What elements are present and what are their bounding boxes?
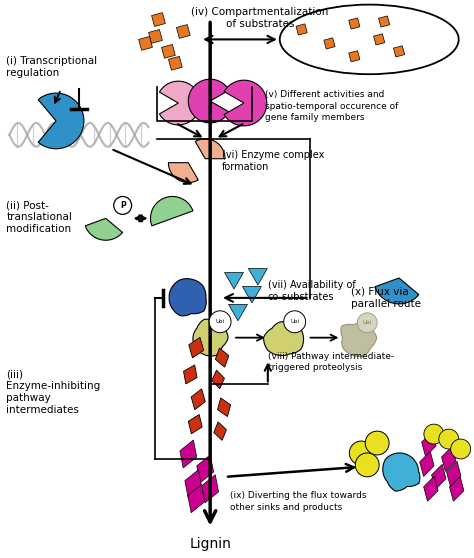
Text: gene family members: gene family members [265, 113, 365, 122]
Polygon shape [228, 304, 247, 321]
Polygon shape [379, 16, 390, 27]
Polygon shape [38, 93, 84, 149]
Text: (x) Flux via: (x) Flux via [351, 287, 409, 297]
Text: (i) Transcriptional: (i) Transcriptional [6, 56, 98, 66]
Text: (ii) Post-: (ii) Post- [6, 200, 49, 210]
Polygon shape [188, 415, 202, 434]
Polygon shape [215, 348, 229, 367]
Polygon shape [349, 51, 360, 62]
Polygon shape [176, 25, 190, 39]
Polygon shape [189, 338, 204, 358]
Circle shape [451, 439, 471, 459]
Polygon shape [225, 272, 244, 289]
Polygon shape [85, 218, 122, 240]
Polygon shape [169, 278, 206, 316]
Circle shape [209, 311, 231, 333]
Polygon shape [383, 453, 420, 491]
Polygon shape [202, 475, 219, 503]
Text: (v) Different activities and: (v) Different activities and [265, 90, 384, 99]
Circle shape [356, 453, 379, 477]
Polygon shape [419, 451, 434, 477]
Text: intermediates: intermediates [6, 405, 79, 415]
Circle shape [439, 429, 459, 449]
Polygon shape [374, 34, 385, 45]
Polygon shape [152, 13, 165, 26]
Polygon shape [393, 46, 405, 57]
Polygon shape [188, 79, 229, 123]
Polygon shape [324, 38, 335, 49]
Polygon shape [224, 80, 267, 126]
Polygon shape [168, 163, 198, 182]
Circle shape [114, 196, 132, 214]
Polygon shape [162, 45, 175, 58]
Polygon shape [168, 56, 182, 70]
Polygon shape [264, 322, 303, 355]
Text: (viii) Pathway intermediate-: (viii) Pathway intermediate- [268, 352, 394, 361]
Text: translational: translational [6, 213, 72, 223]
Polygon shape [242, 286, 261, 303]
Text: (iv) Compartmentalization: (iv) Compartmentalization [191, 7, 328, 17]
Text: Ubi: Ubi [363, 320, 372, 325]
Polygon shape [248, 268, 267, 285]
Polygon shape [159, 81, 200, 125]
Text: Ubi: Ubi [216, 319, 225, 324]
Text: modification: modification [6, 224, 72, 234]
Polygon shape [188, 485, 205, 513]
Polygon shape [375, 278, 419, 304]
Polygon shape [151, 196, 193, 226]
Polygon shape [214, 422, 227, 440]
Text: of substrates: of substrates [226, 18, 294, 28]
Text: spatio-temporal occurence of: spatio-temporal occurence of [265, 102, 398, 110]
Polygon shape [449, 477, 464, 501]
Polygon shape [447, 461, 461, 487]
Polygon shape [139, 36, 153, 50]
Polygon shape [432, 464, 446, 489]
Text: regulation: regulation [6, 68, 60, 78]
Polygon shape [349, 18, 360, 29]
Text: formation: formation [222, 162, 269, 172]
Polygon shape [193, 319, 228, 356]
Text: P: P [120, 201, 126, 210]
Text: Enzyme-inhibiting: Enzyme-inhibiting [6, 381, 100, 391]
Polygon shape [183, 365, 197, 384]
Polygon shape [148, 30, 163, 44]
Polygon shape [296, 24, 307, 35]
Polygon shape [422, 431, 436, 456]
Text: co-substrates: co-substrates [268, 292, 334, 302]
Text: (iii): (iii) [6, 369, 23, 379]
Circle shape [284, 311, 306, 333]
Text: parallel route: parallel route [351, 299, 421, 309]
Polygon shape [180, 440, 197, 468]
Text: (vii) Availability of: (vii) Availability of [268, 280, 356, 290]
Polygon shape [424, 477, 438, 501]
Text: (ix) Diverting the flux towards: (ix) Diverting the flux towards [230, 491, 366, 500]
Polygon shape [195, 139, 225, 158]
Circle shape [365, 431, 389, 455]
Text: pathway: pathway [6, 393, 51, 403]
Polygon shape [341, 323, 377, 357]
Circle shape [357, 313, 377, 333]
Text: other sinks and products: other sinks and products [230, 503, 342, 512]
Polygon shape [442, 446, 456, 472]
Polygon shape [218, 398, 231, 417]
Polygon shape [212, 370, 225, 389]
Text: (vi) Enzyme complex: (vi) Enzyme complex [222, 150, 325, 160]
Polygon shape [185, 470, 201, 498]
Polygon shape [191, 389, 205, 410]
Text: triggered proteolysis: triggered proteolysis [268, 363, 362, 372]
Circle shape [424, 424, 444, 444]
Text: Ubi: Ubi [290, 319, 299, 324]
Circle shape [349, 441, 373, 465]
Polygon shape [197, 455, 214, 483]
Text: Lignin: Lignin [189, 537, 231, 551]
